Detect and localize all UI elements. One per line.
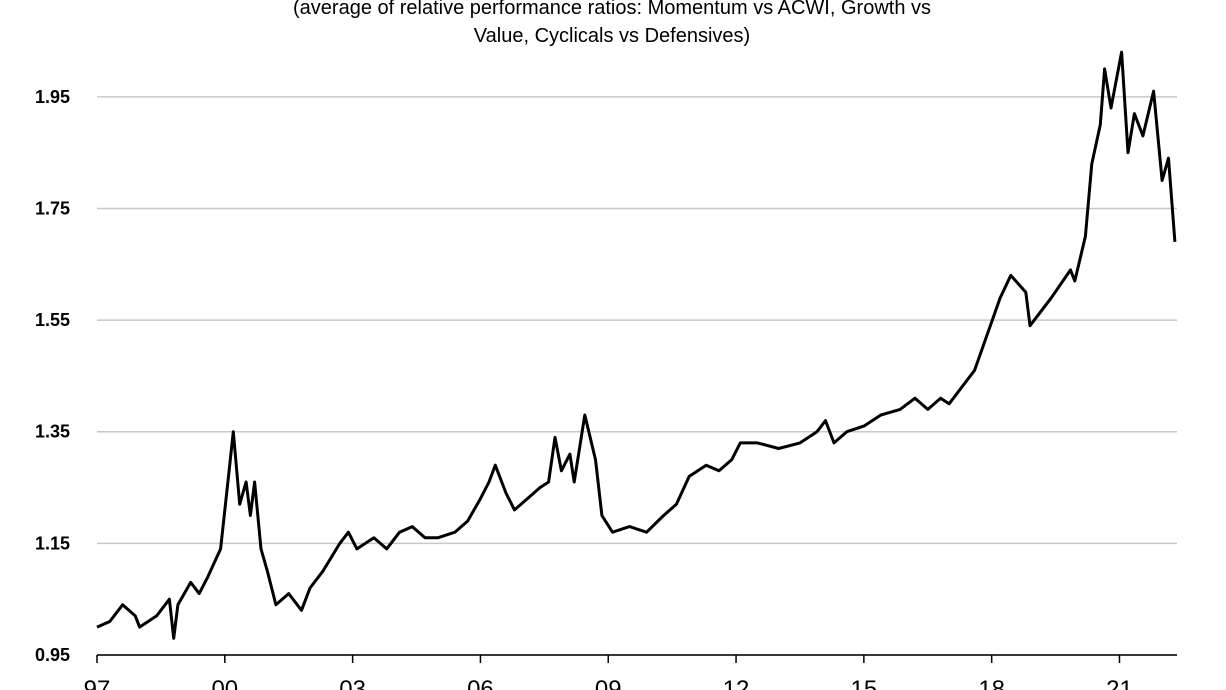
x-tick-label: 03 <box>339 676 366 690</box>
x-tick-label: 97 <box>84 676 111 690</box>
x-tick-label: 09 <box>595 676 622 690</box>
y-tick-label: 1.55 <box>35 310 70 330</box>
x-tick-label: 00 <box>211 676 238 690</box>
data-line <box>96 50 1177 640</box>
y-tick-label: 1.35 <box>35 422 70 442</box>
y-tick-label: 1.75 <box>35 198 70 218</box>
x-tick-label: 21 <box>1106 676 1133 690</box>
chart-subtitle: (average of relative performance ratios:… <box>293 0 931 47</box>
y-tick-label: 0.95 <box>35 645 70 665</box>
x-tick-label: 15 <box>851 676 878 690</box>
x-tick-label: 06 <box>467 676 494 690</box>
x-tick-label: 12 <box>723 676 750 690</box>
y-tick-label: 1.95 <box>35 87 70 107</box>
x-tick-label: 18 <box>978 676 1005 690</box>
y-tick-label: 1.15 <box>35 533 70 553</box>
